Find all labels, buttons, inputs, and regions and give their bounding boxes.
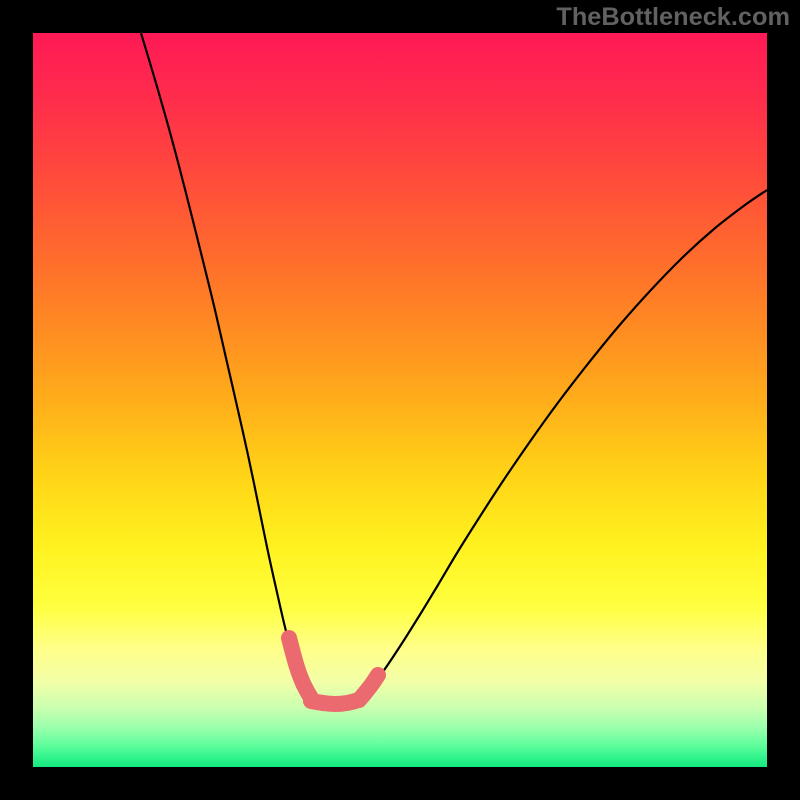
chart-canvas: TheBottleneck.com [0, 0, 800, 800]
highlight-left [289, 638, 311, 698]
left-curve [141, 33, 311, 698]
curve-layer [33, 33, 767, 767]
highlight-right [359, 675, 378, 700]
plot-area [33, 33, 767, 767]
watermark-text: TheBottleneck.com [556, 3, 790, 32]
right-curve [359, 190, 767, 697]
